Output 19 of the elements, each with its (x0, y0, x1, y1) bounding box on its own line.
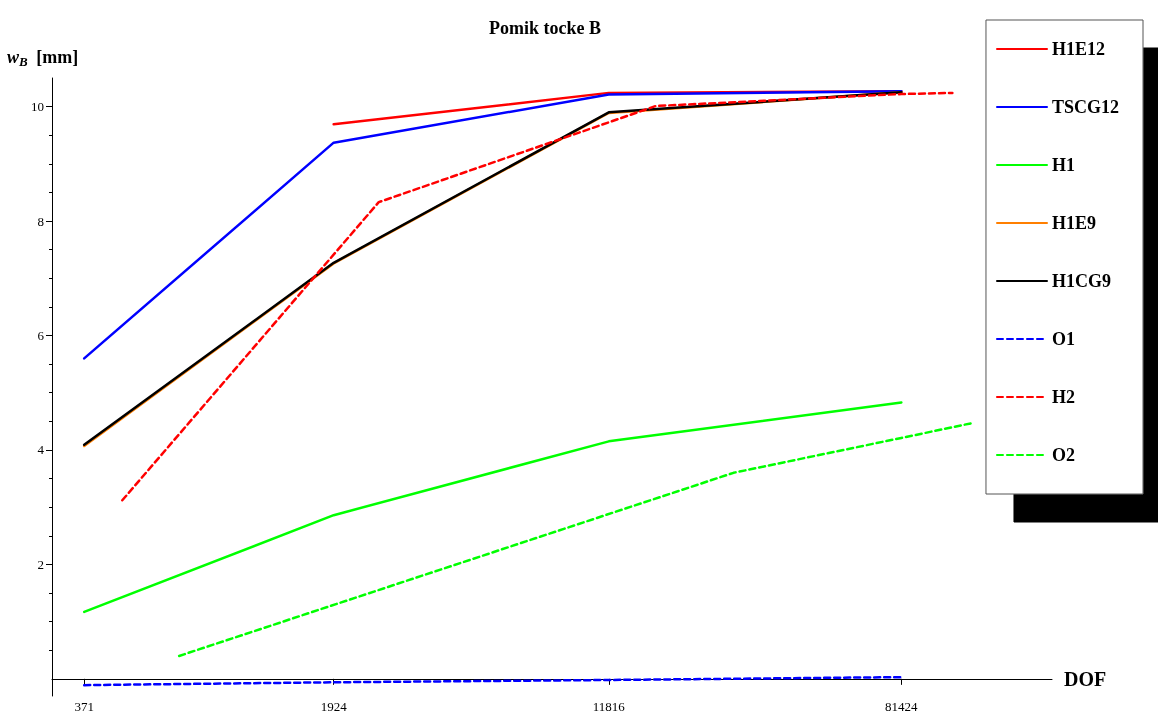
legend-label: H1 (1051, 155, 1075, 175)
y-tick-label: 6 (37, 328, 45, 343)
chart-title: Pomik tocke B (489, 18, 601, 38)
x-tick-label: 11816 (592, 699, 626, 713)
x-tick-label: 371 (74, 699, 94, 713)
legend-label: H1E9 (1051, 213, 1096, 233)
y-tick-label: 2 (37, 556, 44, 572)
y-tick-label: 10 (31, 99, 44, 115)
legend-label: H1E12 (1051, 39, 1105, 59)
y-tick-label: 8 (37, 213, 44, 229)
legend-label: TSCG12 (1051, 97, 1120, 117)
x-axis-title: DOF (1064, 667, 1107, 690)
legend-label: O2 (1051, 445, 1075, 465)
y-tick-label: 4 (37, 442, 45, 458)
x-tick-label: 81424 (885, 699, 919, 713)
legend-label: H1CG9 (1051, 271, 1111, 291)
x-tick-label: 1924 (320, 699, 348, 713)
legend-label: H2 (1051, 387, 1075, 407)
legend-label: O1 (1051, 329, 1075, 349)
